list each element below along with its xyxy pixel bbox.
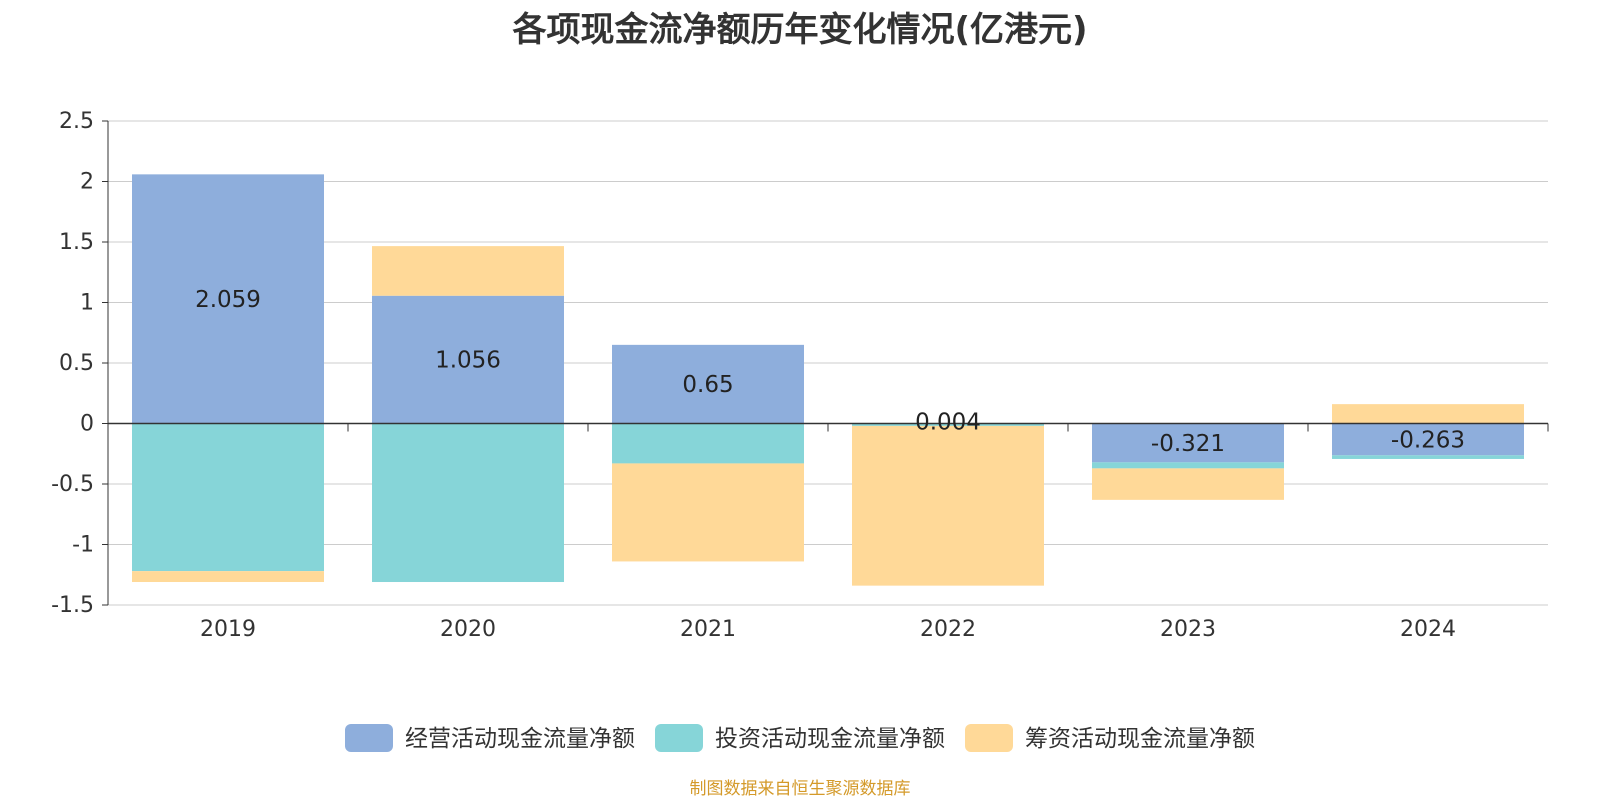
bars (132, 174, 1524, 586)
data-label: 0.65 (682, 372, 733, 398)
data-label: 1.056 (435, 348, 501, 374)
x-tick-label: 2020 (440, 617, 496, 642)
bar (132, 571, 324, 583)
axes: 2.5 2 1.5 1 0.5 0 -0.5 -1 -1.5 2019 2020 2021 2022 20… (51, 109, 1549, 642)
bar (1092, 423, 1284, 463)
chart-title: 各项现金流净额历年变化情况(亿港元) (512, 10, 1088, 50)
data-labels: 2.059 1.056 0.65 0.004 -0.321 -0.263 (195, 287, 1465, 457)
y-tick-label: 2.5 (59, 109, 94, 134)
data-label: -0.321 (1151, 431, 1225, 457)
legend-swatch (345, 724, 393, 752)
y-tick-label: 1 (80, 291, 94, 316)
legend-swatch (655, 724, 703, 752)
legend-label: 筹资活动现金流量净额 (1025, 726, 1255, 752)
x-tick-label: 2024 (1400, 617, 1456, 642)
source-note: 制图数据来自恒生聚源数据库 (689, 779, 911, 799)
data-label: 2.059 (195, 287, 261, 313)
y-tick-label: -1.5 (51, 593, 94, 618)
legend-label: 经营活动现金流量净额 (405, 726, 635, 752)
bar (612, 423, 804, 464)
y-tick-label: 0 (80, 412, 94, 437)
y-tick-label: 0.5 (59, 351, 94, 376)
bar (852, 423, 1044, 426)
y-tick-label: -1 (72, 533, 94, 558)
x-tick-label: 2023 (1160, 617, 1216, 642)
bar (372, 423, 564, 583)
bar (132, 174, 324, 424)
legend-label: 投资活动现金流量净额 (715, 726, 945, 752)
legend: 经营活动现金流量净额 投资活动现金流量净额 筹资活动现金流量净额 (345, 724, 1255, 752)
bar (1332, 455, 1524, 459)
data-label: -0.263 (1391, 427, 1465, 453)
bar (612, 463, 804, 562)
bar (1092, 462, 1284, 469)
bar (372, 246, 564, 296)
y-tick-label: 2 (80, 170, 94, 195)
bar (852, 425, 1044, 586)
y-tick-label: -0.5 (51, 472, 94, 497)
bar (132, 423, 324, 572)
legend-swatch (965, 724, 1013, 752)
y-tick-label: 1.5 (59, 230, 94, 255)
x-tick-label: 2022 (920, 617, 976, 642)
x-tick-label: 2021 (680, 617, 736, 642)
bar (612, 344, 804, 424)
x-tick-label: 2019 (200, 617, 256, 642)
bar (1332, 423, 1524, 456)
data-label: 0.004 (915, 410, 981, 436)
bar (1092, 468, 1284, 500)
bar (372, 295, 564, 424)
grid-lines (108, 120, 1548, 606)
bar (1332, 404, 1524, 424)
